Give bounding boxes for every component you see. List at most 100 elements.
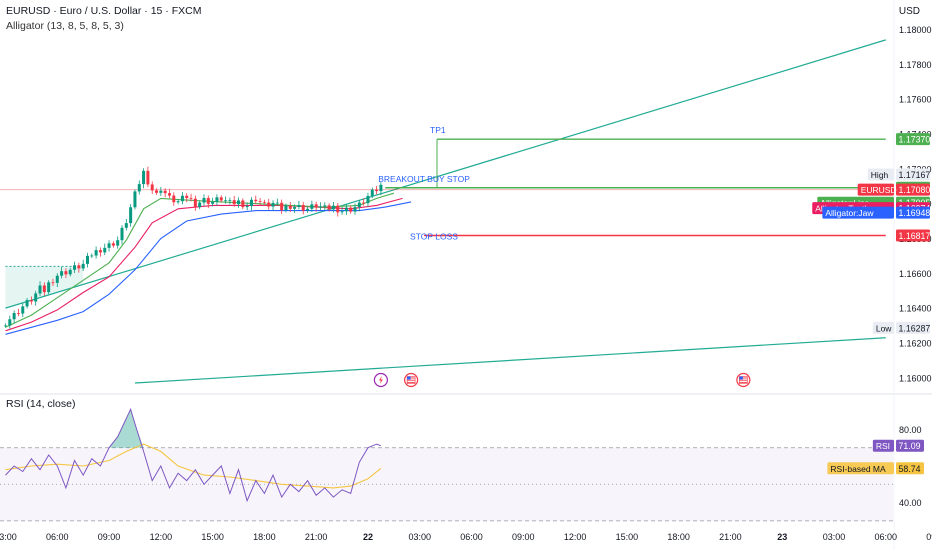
symbol-legend[interactable]: EURUSD · Euro / U.S. Dollar · 15 · FXCM [6, 5, 202, 17]
rsi-value-badge[interactable] [896, 439, 924, 452]
candle-body [142, 170, 146, 185]
candle-body [284, 205, 288, 211]
candle-body [189, 198, 193, 199]
upper-trendline[interactable] [5, 39, 886, 309]
price-value-text: 1.17080 [899, 185, 931, 195]
price-name-badge[interactable] [867, 168, 894, 181]
rsi-overbought-fill [109, 409, 144, 448]
candle-body [68, 269, 72, 275]
candle-body [340, 211, 344, 213]
rsi-value-badge[interactable] [896, 462, 924, 475]
candle-body [90, 255, 94, 257]
price-value-badge[interactable] [896, 168, 930, 181]
time-tick-label: 03:00 [0, 532, 17, 542]
alligator-teeth-line [5, 197, 403, 332]
price-tick-label: 1.17800 [899, 60, 932, 70]
candle-body [4, 325, 7, 327]
rsi-name-badge[interactable] [872, 439, 894, 452]
price-value-badge[interactable] [896, 229, 930, 242]
rsi-name-text: RSI [876, 441, 890, 451]
candle-body [331, 205, 335, 210]
candle-body [25, 300, 29, 307]
candle-body [159, 190, 163, 193]
candle-layer [4, 166, 383, 329]
candle-body [146, 170, 150, 185]
rsi-tick-label: 40.00 [899, 498, 922, 508]
candle-body [215, 197, 219, 202]
time-axis[interactable]: 03:00 06:00 09:00 12:00 15:00 18:00 21:00 22 03:… [0, 532, 932, 542]
candle-body [55, 275, 59, 283]
candle-body [111, 243, 115, 246]
time-tick-label: 15:00 [201, 532, 224, 542]
rsi-name-badge[interactable] [827, 462, 894, 475]
rsi-value-text: 71.09 [899, 441, 921, 451]
candle-body [77, 265, 81, 269]
candle-body [211, 201, 215, 204]
candle-body [12, 313, 16, 320]
tp1-label: TP1 [430, 125, 446, 135]
currency-label[interactable]: USD [898, 6, 920, 17]
time-tick-label: 09:00 [98, 532, 121, 542]
candle-body [275, 202, 279, 204]
candle-body [42, 285, 46, 293]
price-name-badge[interactable] [872, 321, 894, 334]
price-value-badge[interactable] [896, 206, 930, 219]
candle-body [198, 202, 202, 208]
candle-body [293, 206, 297, 209]
candle-body [375, 189, 379, 192]
candle-body [232, 200, 236, 205]
candle-body [47, 282, 51, 293]
price-value-badge[interactable] [896, 321, 930, 334]
trendline-layer[interactable] [5, 39, 886, 384]
alligator-legend[interactable]: Alligator (13, 8, 5, 8, 5, 3) [6, 20, 124, 32]
lightning-glyph [378, 376, 383, 384]
candle-body [336, 205, 340, 213]
candle-body [29, 300, 33, 302]
stop-loss-label: STOP LOSS [410, 231, 458, 241]
level-layer[interactable]: TP1 BREAKOUT BUY STOP STOP LOSS [0, 125, 893, 241]
price-name-badge[interactable] [857, 183, 894, 196]
candle-body [34, 293, 38, 302]
candle-body [224, 200, 228, 202]
candle-body [163, 190, 167, 194]
candle-body [185, 195, 189, 199]
price-value-badge[interactable] [896, 183, 930, 196]
price-tick-label: 1.16000 [899, 373, 932, 383]
candle-body [288, 205, 292, 209]
candle-body [172, 195, 176, 203]
price-tick-label: 1.18000 [899, 25, 932, 35]
candle-body [85, 255, 89, 264]
candle-body [21, 306, 25, 314]
candle-body [280, 202, 284, 211]
breakout-label: BREAKOUT BUY STOP [378, 174, 470, 184]
price-axis[interactable]: 1.180001.178001.176001.174001.172001.170… [812, 25, 932, 475]
candle-body [357, 202, 361, 208]
price-tick-label: 1.17600 [899, 95, 932, 105]
candle-body [180, 195, 184, 202]
price-value-badge[interactable] [896, 133, 930, 146]
candle-body [271, 202, 275, 207]
candle-body [323, 205, 327, 207]
lower-trendline[interactable] [134, 337, 886, 384]
time-tick-label: 21:00 [719, 532, 742, 542]
price-name-badge[interactable] [822, 206, 894, 219]
candle-body [133, 191, 137, 208]
time-tick-label: 12:00 [564, 532, 587, 542]
price-value-text: 1.17167 [899, 170, 931, 180]
candle-body [120, 227, 124, 241]
candle-body [228, 200, 232, 201]
rsi-band-fill [0, 447, 893, 521]
price-name-text: Low [876, 323, 892, 333]
rsi-legend[interactable]: RSI (14, close) [6, 398, 76, 410]
candle-body [306, 208, 310, 211]
candle-body [245, 206, 249, 208]
candle-body [362, 202, 366, 204]
event-marker-layer[interactable] [373, 372, 751, 388]
price-value-text: 1.16817 [899, 231, 931, 241]
time-tick-label: 18:00 [667, 532, 690, 542]
rsi-ma-line [5, 443, 382, 489]
candle-body [301, 205, 305, 211]
